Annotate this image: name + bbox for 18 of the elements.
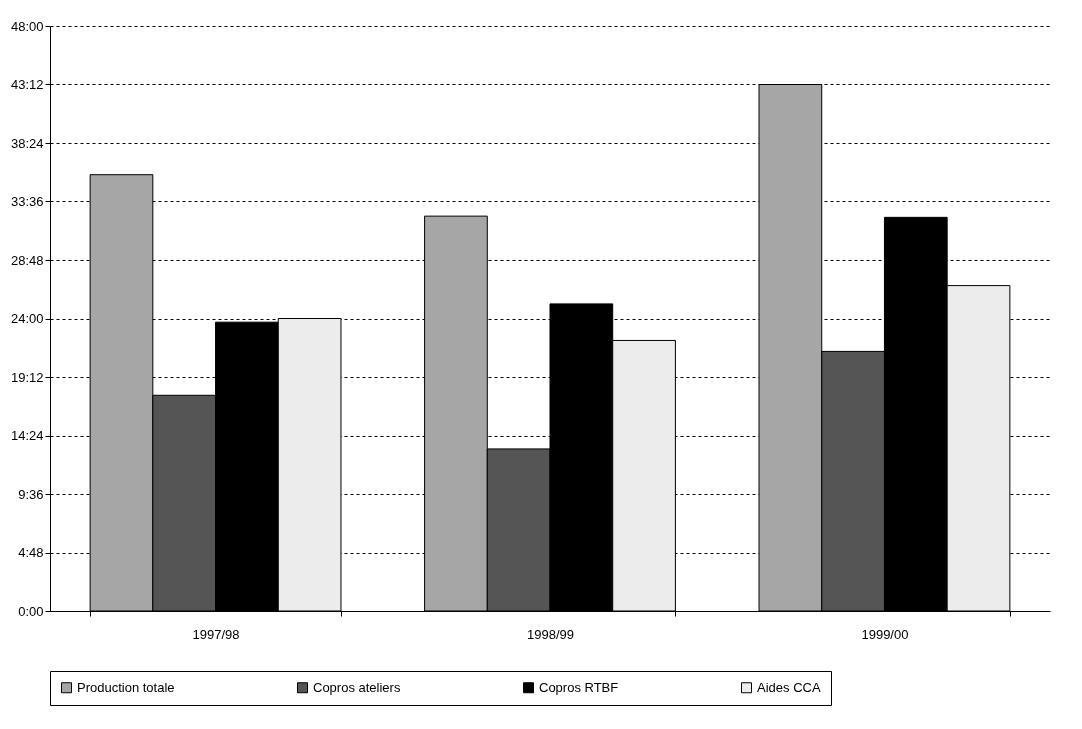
legend-label: Production totale — [77, 679, 175, 695]
y-tick-label: 48:00 — [10, 18, 44, 34]
y-tick-label: 43:12 — [10, 77, 44, 92]
y-tick-label: 9:36 — [18, 486, 44, 502]
legend-label: Aides CCA — [757, 679, 821, 695]
y-tick-label: 38:24 — [10, 135, 44, 151]
y-tick-label: 33:36 — [10, 194, 44, 209]
legend-label: Copros RTBF — [539, 679, 619, 695]
x-tick-label: 1997/98 — [192, 626, 240, 642]
y-tick-label: 28:48 — [10, 252, 44, 268]
y-tick-label: 19:12 — [10, 369, 44, 385]
x-tick-label: 1998/99 — [527, 626, 574, 642]
x-tick-label: 1999/00 — [861, 626, 909, 642]
y-tick-label: 24:00 — [10, 311, 44, 326]
y-tick-label: 0:00 — [18, 603, 44, 619]
y-tick-label: 14:24 — [10, 428, 44, 443]
legend-label: Copros ateliers — [313, 679, 401, 695]
y-tick-label: 4:48 — [18, 545, 44, 560]
